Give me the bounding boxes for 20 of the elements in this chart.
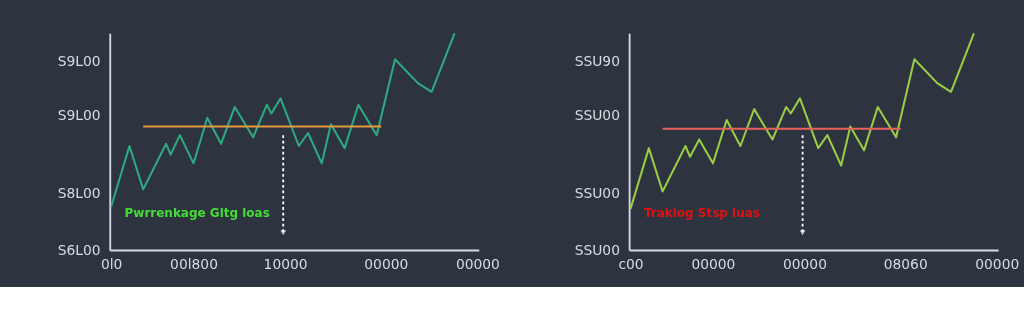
annotation: Pwrrenkage Gltg loas: [124, 205, 270, 220]
text: S9L00: [57, 107, 101, 124]
text: SSU00: [574, 241, 620, 258]
annotation: Trakiog Stsp luas: [643, 205, 760, 220]
text: S8L00: [57, 185, 101, 202]
x-tick-label: 00000: [455, 255, 500, 272]
text: S6L00: [57, 241, 101, 258]
text: SSU90: [574, 53, 620, 70]
x-tick-label: 00000: [691, 255, 736, 272]
x-tick-label: 00000: [782, 255, 827, 272]
x-tick-label: 00000: [975, 255, 1020, 272]
x-tick-label: 08060: [883, 255, 928, 272]
x-tick-label: 00l800: [170, 255, 218, 272]
text: SSU00: [574, 185, 620, 202]
x-tick-label: c00: [618, 255, 644, 272]
x-tick-label: 0l0: [100, 255, 123, 272]
x-tick-label: 00000: [364, 255, 409, 272]
text: S9L00: [57, 53, 101, 70]
x-tick-label: 10000: [263, 255, 308, 272]
text: SSU00: [574, 107, 620, 124]
